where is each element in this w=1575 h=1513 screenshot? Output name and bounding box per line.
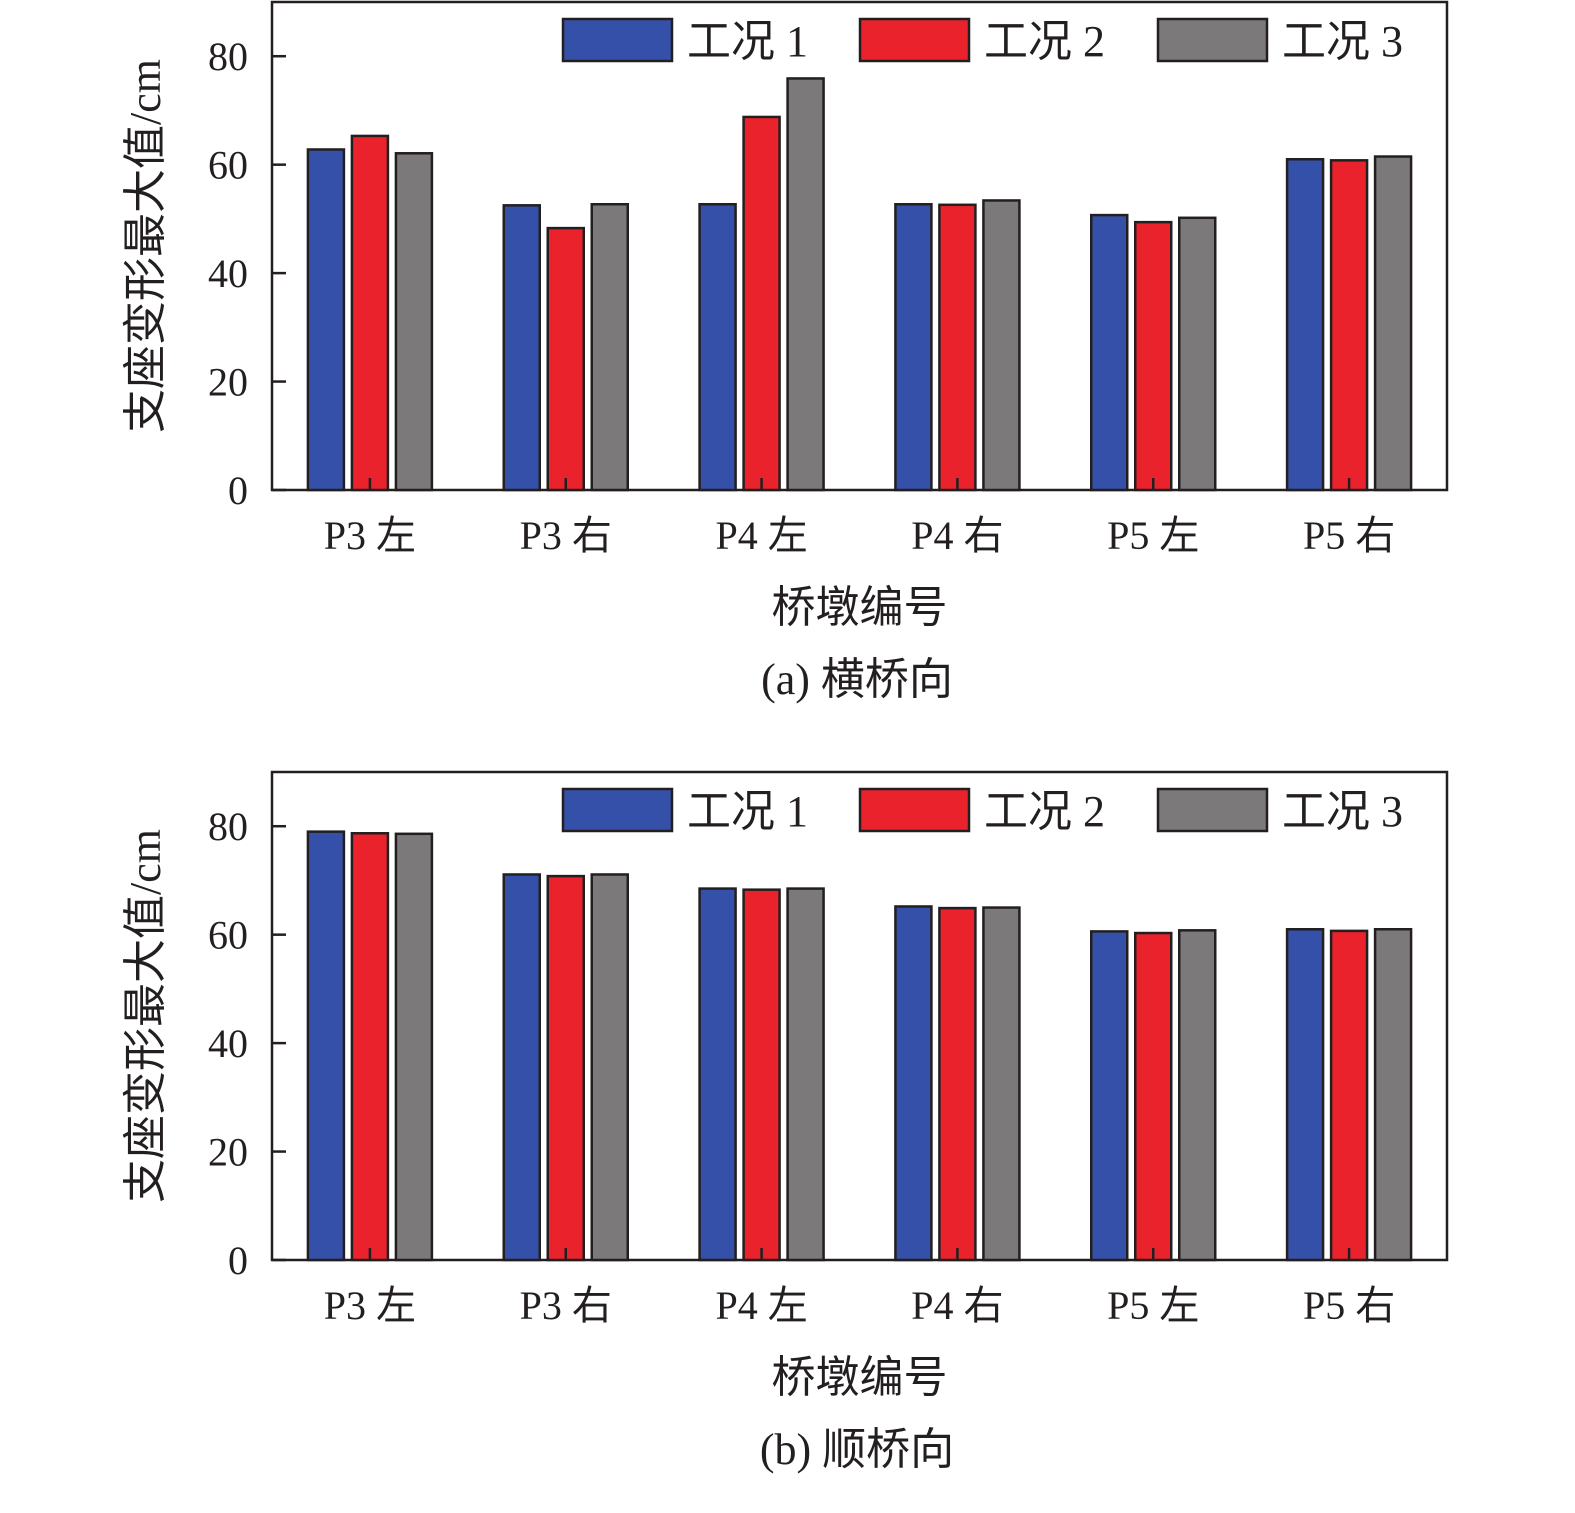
bar	[982, 199, 1021, 492]
legend-swatch	[561, 787, 674, 833]
legend-label: 工况 2	[984, 787, 1105, 836]
legend-swatch	[1156, 17, 1269, 63]
bar	[786, 77, 825, 492]
bar	[1134, 931, 1173, 1262]
bar	[1373, 927, 1413, 1262]
bar	[1090, 930, 1129, 1262]
bar	[1178, 929, 1217, 1262]
figure-caption: (b) 顺桥向	[760, 1425, 954, 1474]
bar	[502, 873, 541, 1262]
bar-chart-a: 0 20 40 60 80 P3 左 P3 右 P4 左 P4 右 P5 左 P5 右 工况 1 工况 …	[121, 0, 1449, 704]
bar	[306, 148, 346, 492]
bar	[1285, 927, 1325, 1262]
x-tick-label: P5 左	[1107, 513, 1199, 558]
x-tick-label: P4 右	[911, 1283, 1003, 1328]
y-tick-label: 60	[208, 143, 248, 188]
y-axis-title: 支座变形最大值/cm	[121, 829, 170, 1203]
bar	[1178, 216, 1217, 492]
bar	[502, 204, 541, 492]
y-tick-label: 80	[208, 34, 248, 79]
legend-label: 工况 1	[687, 787, 808, 836]
bar	[698, 202, 737, 492]
y-tick-label: 0	[228, 468, 248, 513]
bar	[546, 874, 585, 1262]
legend-swatch	[1156, 787, 1269, 833]
bar	[546, 226, 585, 492]
chart-panel-a: 0 20 40 60 80 P3 左 P3 右 P4 左 P4 右 P5 左 P5 右 工况 1 工况 …	[0, 0, 1575, 743]
legend-label: 工况 2	[984, 17, 1105, 66]
bar	[350, 134, 390, 492]
chart-panel-b: 0 20 40 60 80 P3 左 P3 右 P4 左 P4 右 P5 左 P5 右 工况 1 工况 …	[0, 770, 1575, 1513]
y-tick-label: 0	[228, 1238, 248, 1283]
bar	[1090, 213, 1129, 492]
y-tick-label: 40	[208, 251, 248, 296]
bar	[394, 152, 434, 492]
y-tick-label: 40	[208, 1021, 248, 1066]
bar	[786, 887, 825, 1262]
bar	[1373, 155, 1413, 492]
legend-swatch	[858, 17, 971, 63]
bar	[1329, 159, 1369, 492]
x-axis-title: 桥墩编号	[772, 583, 948, 632]
bar	[394, 832, 434, 1262]
legend-label: 工况 1	[687, 17, 808, 66]
legend-swatch	[858, 787, 971, 833]
x-tick-label: P5 左	[1107, 1283, 1199, 1328]
bar	[938, 906, 977, 1262]
y-axis-title: 支座变形最大值/cm	[121, 59, 170, 433]
bar	[1134, 220, 1173, 492]
x-tick-label: P3 左	[324, 1283, 416, 1328]
bar	[742, 888, 781, 1262]
x-tick-label: P3 右	[520, 513, 612, 558]
x-tick-label: P4 左	[715, 1283, 807, 1328]
legend-swatch	[561, 17, 674, 63]
bar	[698, 887, 737, 1262]
x-tick-label: P5 右	[1303, 1283, 1395, 1328]
bar	[590, 202, 629, 492]
plot-frame	[270, 0, 1449, 492]
bar	[894, 905, 933, 1262]
x-axis-title: 桥墩编号	[772, 1353, 948, 1402]
y-tick-label: 20	[208, 360, 248, 405]
bar	[742, 115, 781, 492]
y-tick-label: 80	[208, 804, 248, 849]
x-tick-label: P3 右	[520, 1283, 612, 1328]
bar	[982, 906, 1021, 1262]
x-tick-label: P4 右	[911, 513, 1003, 558]
plot-frame	[270, 770, 1449, 1262]
y-tick-label: 20	[208, 1130, 248, 1175]
figure-caption: (a) 横桥向	[761, 655, 953, 704]
bar	[590, 873, 629, 1262]
x-tick-label: P3 左	[324, 513, 416, 558]
legend-label: 工况 3	[1282, 17, 1403, 66]
bar-chart-b: 0 20 40 60 80 P3 左 P3 右 P4 左 P4 右 P5 左 P5 右 工况 1 工况 …	[121, 770, 1449, 1474]
legend-label: 工况 3	[1282, 787, 1403, 836]
bar	[938, 203, 977, 492]
bar	[350, 832, 390, 1262]
x-tick-label: P4 左	[715, 513, 807, 558]
y-tick-label: 60	[208, 913, 248, 958]
bar	[306, 830, 346, 1262]
x-tick-label: P5 右	[1303, 513, 1395, 558]
bar	[894, 202, 933, 492]
bar	[1329, 929, 1369, 1262]
bar	[1285, 157, 1325, 492]
